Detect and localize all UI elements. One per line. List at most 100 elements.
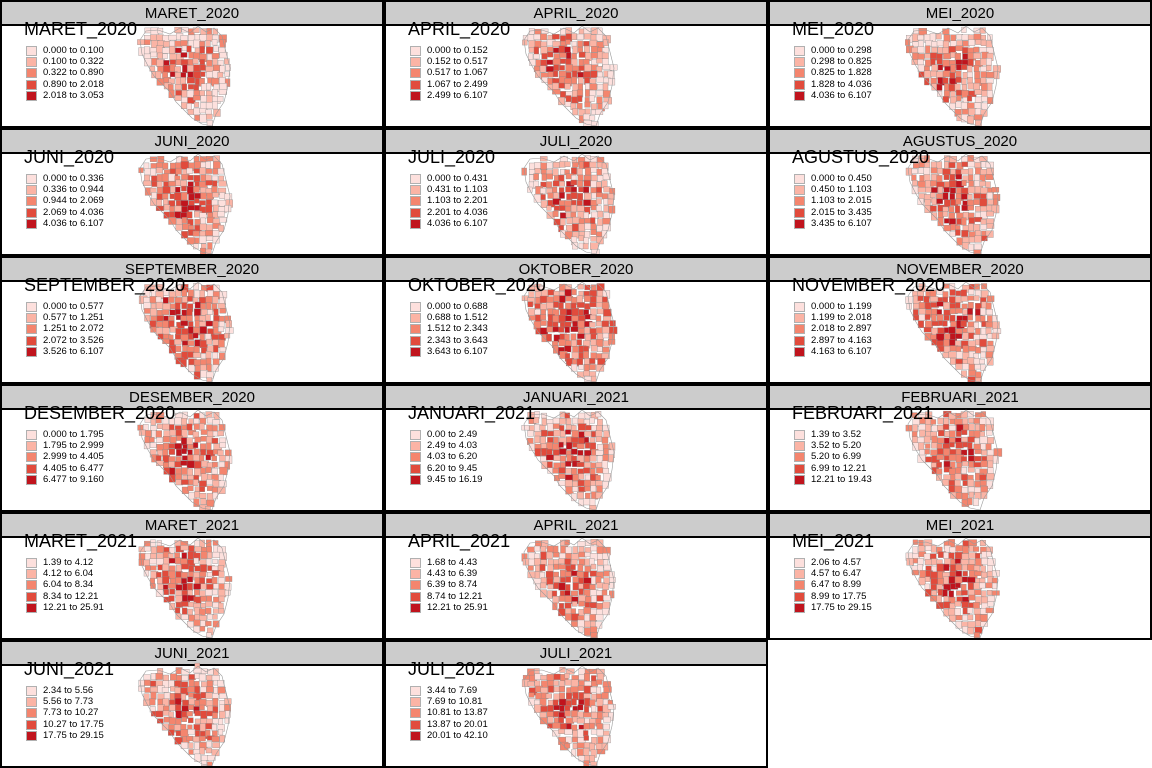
district-polygon [199, 46, 205, 54]
district-polygon [986, 71, 995, 78]
district-polygon [954, 340, 961, 347]
district-polygon [224, 589, 231, 596]
district-polygon [212, 192, 219, 198]
map-panel: MEI_2021 MEI_2021 2.06 to 4.57 4.57 to 6.47… [768, 512, 1152, 640]
district-polygon [535, 70, 541, 78]
district-polygon [571, 289, 577, 296]
legend-swatch [794, 591, 805, 602]
district-polygon [955, 76, 962, 83]
district-polygon [985, 161, 994, 168]
district-polygon [577, 193, 584, 201]
district-polygon [219, 192, 226, 199]
map-panel: MARET_2020 MARET_2020 0.000 to 0.100 0.100 … [0, 0, 384, 128]
district-polygon [541, 169, 548, 175]
district-polygon [199, 235, 207, 244]
district-polygon [156, 181, 163, 188]
district-polygon [552, 449, 560, 457]
district-polygon [986, 357, 994, 366]
district-polygon [987, 97, 994, 104]
district-polygon [596, 729, 604, 737]
district-polygon [602, 681, 611, 688]
district-polygon [162, 47, 170, 54]
district-polygon [559, 52, 567, 58]
district-polygon [986, 65, 992, 71]
district-polygon [583, 186, 590, 193]
district-polygon [577, 479, 585, 487]
legend-swatch [26, 79, 37, 90]
legend-label: 1.828 to 4.036 [811, 78, 872, 90]
district-polygon [212, 230, 220, 237]
district-polygon [547, 461, 553, 469]
district-polygon [583, 607, 591, 614]
district-polygon [917, 187, 927, 193]
district-polygon [198, 735, 206, 742]
legend-swatch [794, 441, 805, 452]
district-polygon [219, 65, 226, 74]
district-polygon [917, 46, 925, 54]
district-polygon [558, 473, 566, 479]
district-polygon [217, 303, 226, 309]
district-polygon [931, 442, 938, 449]
district-polygon [566, 217, 574, 224]
district-polygon [541, 429, 548, 437]
district-polygon [590, 686, 598, 693]
district-polygon [163, 557, 170, 565]
district-polygon [199, 454, 205, 462]
district-polygon [194, 710, 202, 717]
district-polygon [578, 65, 586, 71]
district-polygon [174, 95, 182, 101]
legend-label: 3.52 to 5.20 [811, 440, 862, 452]
district-polygon [954, 601, 962, 607]
district-polygon [967, 411, 974, 418]
district-polygon [949, 614, 956, 622]
district-polygon [980, 460, 988, 468]
district-polygon [974, 492, 981, 500]
district-polygon [589, 39, 598, 47]
district-polygon [924, 583, 930, 590]
map-panel: DESEMBER_2020 DESEMBER_2020 0.000 to 1.795… [0, 384, 384, 512]
panel-title: OKTOBER_2020 [386, 258, 766, 282]
legend-label: 2.499 to 6.107 [427, 89, 488, 101]
district-polygon [186, 423, 193, 431]
district-polygon [565, 546, 572, 555]
district-polygon [170, 673, 177, 681]
district-polygon [602, 218, 611, 225]
district-polygon [205, 102, 213, 109]
district-polygon [150, 34, 157, 41]
legend-swatch [26, 708, 37, 719]
district-polygon [193, 418, 200, 425]
district-polygon [553, 563, 559, 570]
map-inner-title: AGUSTUS_2020 [792, 147, 930, 167]
district-polygon [155, 673, 163, 680]
legend-swatch [410, 68, 421, 79]
district-polygon [973, 602, 980, 609]
district-polygon [589, 437, 596, 444]
district-polygon [564, 101, 572, 107]
district-polygon [608, 333, 615, 340]
legend-label: 0.00 to 2.49 [427, 429, 478, 440]
district-polygon [552, 596, 559, 604]
district-polygon [590, 34, 597, 41]
district-polygon [991, 204, 1000, 214]
legend-swatch [794, 207, 805, 218]
district-polygon [138, 553, 146, 560]
district-polygon [577, 83, 583, 91]
legend-label: 0.517 to 1.067 [427, 67, 488, 79]
district-polygon [962, 614, 969, 621]
legend-label: 0.298 to 0.825 [811, 56, 872, 68]
district-polygon [981, 102, 988, 110]
district-polygon [917, 34, 924, 41]
district-polygon [924, 302, 932, 310]
district-polygon [918, 302, 926, 310]
district-polygon [174, 309, 181, 315]
district-polygon [193, 583, 202, 590]
map-panel: FEBRUARI_2021 FEBRUARI_2021 1.39 to 3.52 3.… [768, 384, 1152, 512]
district-polygon [583, 437, 589, 444]
district-polygon [162, 576, 170, 584]
legend-swatch [410, 580, 421, 591]
district-polygon [942, 192, 949, 200]
district-polygon [552, 186, 558, 194]
legend-swatch [794, 602, 805, 613]
district-polygon [583, 45, 590, 53]
district-polygon [603, 186, 611, 193]
